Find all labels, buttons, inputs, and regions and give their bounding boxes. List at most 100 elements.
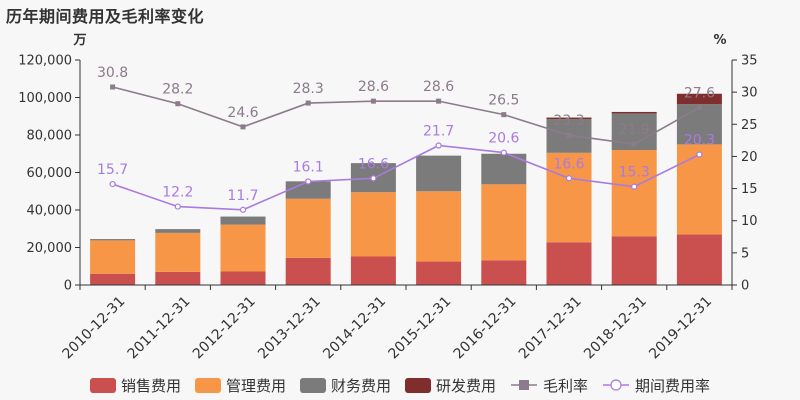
point-毛利率 bbox=[696, 105, 702, 111]
point-期间费用率 bbox=[435, 142, 442, 149]
point-期间费用率 bbox=[370, 175, 377, 182]
point-期间费用率 bbox=[500, 149, 507, 156]
point-毛利率 bbox=[436, 98, 442, 104]
bar-销售费用 bbox=[350, 256, 396, 285]
point-期间费用率 bbox=[696, 151, 703, 158]
chart-canvas: 万 % 0 20,000 40,000 60,000 80,000 100,000 120,00… bbox=[18, 33, 758, 362]
y-left-tick-label: 120,000 bbox=[18, 54, 72, 69]
point-毛利率 bbox=[175, 101, 181, 107]
line-期间费用率 bbox=[112, 144, 700, 211]
legend-item[interactable]: 毛利率 bbox=[510, 375, 588, 396]
bar-销售费用 bbox=[285, 257, 331, 285]
y-left-tick-label: 60,000 bbox=[27, 166, 73, 181]
data-label-期间费用率: 16.6 bbox=[358, 156, 389, 172]
y-right-tick-label: 10 bbox=[741, 214, 758, 229]
bar-研发费用 bbox=[546, 117, 592, 120]
data-label-毛利率: 28.2 bbox=[162, 82, 193, 98]
point-期间费用率 bbox=[565, 175, 573, 182]
x-tick-label: 2016-12-31 bbox=[451, 293, 520, 362]
legend-swatch bbox=[405, 377, 431, 393]
legend-swatch bbox=[299, 377, 326, 393]
x-tick-label: 2012-12-31 bbox=[190, 293, 259, 362]
legend-item[interactable]: 期间费用率 bbox=[602, 375, 710, 396]
y-left-tick-label: 80,000 bbox=[27, 129, 73, 144]
y-right-tick-label: 15 bbox=[741, 182, 758, 197]
point-毛利率 bbox=[240, 124, 246, 130]
legend-item[interactable]: 财务费用 bbox=[299, 375, 391, 396]
x-tick-label: 2013-12-31 bbox=[255, 293, 324, 362]
bar-销售费用 bbox=[676, 234, 722, 285]
bar-管理费用 bbox=[285, 198, 331, 258]
line-毛利率 bbox=[112, 86, 700, 146]
data-label-毛利率: 28.6 bbox=[423, 79, 454, 95]
x-tick-label: 2015-12-31 bbox=[386, 293, 455, 362]
y-right-tick-label: 5 bbox=[741, 246, 749, 261]
data-label-毛利率: 28.3 bbox=[293, 81, 324, 97]
point-毛利率 bbox=[631, 141, 637, 147]
legend-line-swatch bbox=[511, 380, 538, 390]
bar-销售费用 bbox=[481, 260, 527, 285]
bar-销售费用 bbox=[611, 236, 657, 285]
legend-label: 财务费用 bbox=[330, 376, 391, 395]
data-label-期间费用率: 15.7 bbox=[97, 162, 128, 178]
y-left-tick-label: 20,000 bbox=[27, 241, 73, 256]
legend-swatch bbox=[89, 377, 116, 393]
point-期间费用率 bbox=[239, 206, 247, 213]
bar-管理费用 bbox=[220, 224, 266, 272]
data-label-期间费用率: 11.7 bbox=[227, 188, 258, 204]
bar-研发费用 bbox=[676, 93, 722, 105]
data-label-期间费用率: 15.3 bbox=[619, 165, 650, 181]
legend-line-swatch bbox=[603, 379, 630, 391]
y-right-tick-label: 25 bbox=[741, 118, 758, 133]
y-left-tick-label: 0 bbox=[64, 279, 72, 294]
data-label-期间费用率: 12.2 bbox=[162, 185, 193, 201]
legend-swatch bbox=[194, 377, 221, 393]
bar-财务费用 bbox=[155, 229, 201, 233]
legend-item[interactable]: 研发费用 bbox=[405, 375, 496, 396]
point-期间费用率 bbox=[631, 183, 638, 190]
point-毛利率 bbox=[566, 132, 572, 138]
bar-管理费用 bbox=[155, 232, 201, 272]
chart-title: 历年期间费用及毛利率变化 bbox=[6, 7, 205, 26]
x-tick-label: 2011-12-31 bbox=[125, 293, 194, 362]
legend-item[interactable]: 销售费用 bbox=[89, 375, 181, 396]
legend: 销售费用 管理费用 财务费用 研发费用 毛利率 期间费用率 bbox=[0, 372, 800, 398]
bar-管理费用 bbox=[481, 184, 527, 261]
bar-销售费用 bbox=[90, 273, 136, 285]
x-tick-label: 2010-12-31 bbox=[60, 293, 129, 362]
y-right-tick-label: 0 bbox=[741, 279, 749, 294]
x-tick-label: 2017-12-31 bbox=[516, 293, 585, 362]
point-毛利率 bbox=[501, 112, 507, 118]
y-right-tick-label: 35 bbox=[741, 54, 758, 69]
y-left-tick-label: 100,000 bbox=[18, 91, 72, 106]
data-label-毛利率: 26.5 bbox=[488, 93, 519, 109]
x-tick-label: 2018-12-31 bbox=[581, 293, 650, 362]
point-期间费用率 bbox=[174, 203, 181, 210]
y-left-tick-label: 40,000 bbox=[27, 204, 73, 219]
data-label-毛利率: 24.6 bbox=[227, 105, 258, 121]
data-label-期间费用率: 21.7 bbox=[423, 124, 454, 140]
bar-管理费用 bbox=[611, 150, 657, 237]
data-label-期间费用率: 20.3 bbox=[684, 133, 715, 149]
bar-管理费用 bbox=[676, 144, 722, 235]
bar-销售费用 bbox=[546, 242, 592, 285]
data-label-期间费用率: 16.1 bbox=[293, 160, 324, 176]
bar-管理费用 bbox=[90, 240, 136, 274]
y-left-unit: 万 bbox=[72, 33, 86, 48]
data-label-期间费用率: 20.6 bbox=[488, 131, 519, 147]
point-毛利率 bbox=[370, 98, 376, 104]
bar-财务费用 bbox=[416, 155, 462, 192]
legend-item[interactable]: 管理费用 bbox=[194, 375, 286, 396]
legend-label: 毛利率 bbox=[543, 376, 589, 395]
legend-label: 销售费用 bbox=[120, 376, 181, 395]
data-label-毛利率: 21.9 bbox=[619, 122, 650, 138]
data-label-毛利率: 23.3 bbox=[553, 113, 584, 129]
x-tick-label: 2014-12-31 bbox=[320, 293, 389, 362]
bar-财务费用 bbox=[90, 239, 136, 241]
point-毛利率 bbox=[110, 84, 116, 90]
point-毛利率 bbox=[305, 100, 311, 106]
bar-管理费用 bbox=[350, 192, 396, 257]
bar-销售费用 bbox=[416, 261, 462, 285]
legend-label: 研发费用 bbox=[436, 376, 497, 395]
bar-管理费用 bbox=[416, 191, 462, 262]
